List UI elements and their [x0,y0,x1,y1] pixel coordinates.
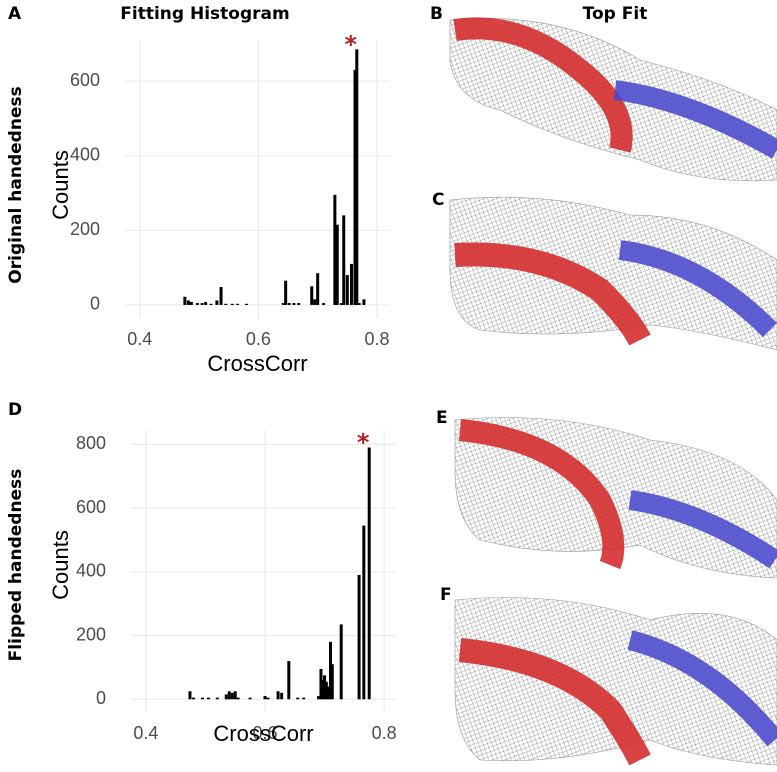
bar [204,301,208,305]
y-tick-label: 0 [90,294,100,314]
bar [296,697,300,700]
bar [188,691,192,700]
bar [313,299,317,305]
bar [357,574,361,700]
bar [345,275,349,305]
panel-label: D [8,400,22,420]
bar [335,224,339,305]
bar [297,303,301,305]
bar [236,303,240,305]
y-tick-label: 400 [76,561,106,581]
y-tick-label: 200 [70,219,100,239]
bar [321,680,325,700]
bar [317,696,321,700]
bar [322,303,326,305]
bar [209,303,213,305]
bar [230,692,234,700]
bar [189,301,193,305]
bar [302,697,306,700]
bar [339,303,343,305]
bar [200,303,204,305]
bar [230,303,234,305]
bar [206,697,210,700]
y-tick-label: 600 [70,70,100,90]
y-axis-label: Counts [48,150,73,220]
bar [324,681,328,700]
bar [316,273,320,305]
y-axis-label: Counts [48,530,73,600]
bar [186,300,190,305]
bar [266,697,270,700]
bar [280,692,284,700]
bar [353,69,357,305]
x-tick-label: 0.6 [252,723,277,743]
bar [287,661,291,700]
panel-label: E [436,408,448,428]
bar [319,668,323,700]
x-tick-label: 0.4 [127,329,152,349]
panel-label: C [432,190,444,210]
bar [192,697,196,700]
x-axis-label: CrossCorr [213,721,313,746]
bar [281,303,285,305]
structure-image [454,417,777,579]
structure-image [454,597,777,766]
bar [362,525,366,700]
x-axis-label: CrossCorr [207,351,307,376]
bar [292,303,296,305]
row-title: Flipped handedness [6,469,26,662]
structure-image [449,17,777,182]
column-title: Fitting Histogram [120,4,289,24]
bar [215,300,219,305]
bar [339,624,343,700]
bar [355,49,359,305]
bar [328,641,332,700]
bar [342,215,346,305]
bar [333,194,337,305]
row-title: Original handedness [6,86,26,283]
y-tick-label: 200 [76,624,106,644]
bar [245,303,249,305]
bar [357,303,361,305]
bar [227,691,231,700]
bar [263,696,267,700]
panel-label: F [440,585,452,605]
bar [195,303,199,305]
bar [233,691,237,700]
x-tick-label: 0.6 [246,329,271,349]
panel-label: A [8,4,22,24]
y-tick-label: 0 [96,688,106,708]
y-tick-label: 400 [70,144,100,164]
bar [287,303,291,305]
bar [224,694,228,700]
bar [215,697,219,700]
column-title: Top Fit [583,4,648,24]
bar [276,691,280,700]
panel-label: B [430,4,443,24]
bar [349,263,353,305]
bar [323,675,327,700]
bar [310,286,314,305]
x-tick-label: 0.8 [372,723,397,743]
bar [327,686,331,700]
structure-image [449,196,777,351]
annotation: * [357,429,370,457]
y-tick-label: 800 [76,433,106,453]
bar [330,664,334,700]
x-tick-label: 0.8 [364,329,389,349]
bar [224,303,228,305]
bar [219,287,223,305]
bar [200,697,204,700]
bar [362,299,366,305]
bar [248,697,252,700]
bar [183,296,187,305]
bar [284,280,288,305]
bar [236,697,240,700]
x-tick-label: 0.4 [133,723,158,743]
y-tick-label: 600 [76,497,106,517]
bar [367,447,371,700]
annotation: * [345,30,358,58]
